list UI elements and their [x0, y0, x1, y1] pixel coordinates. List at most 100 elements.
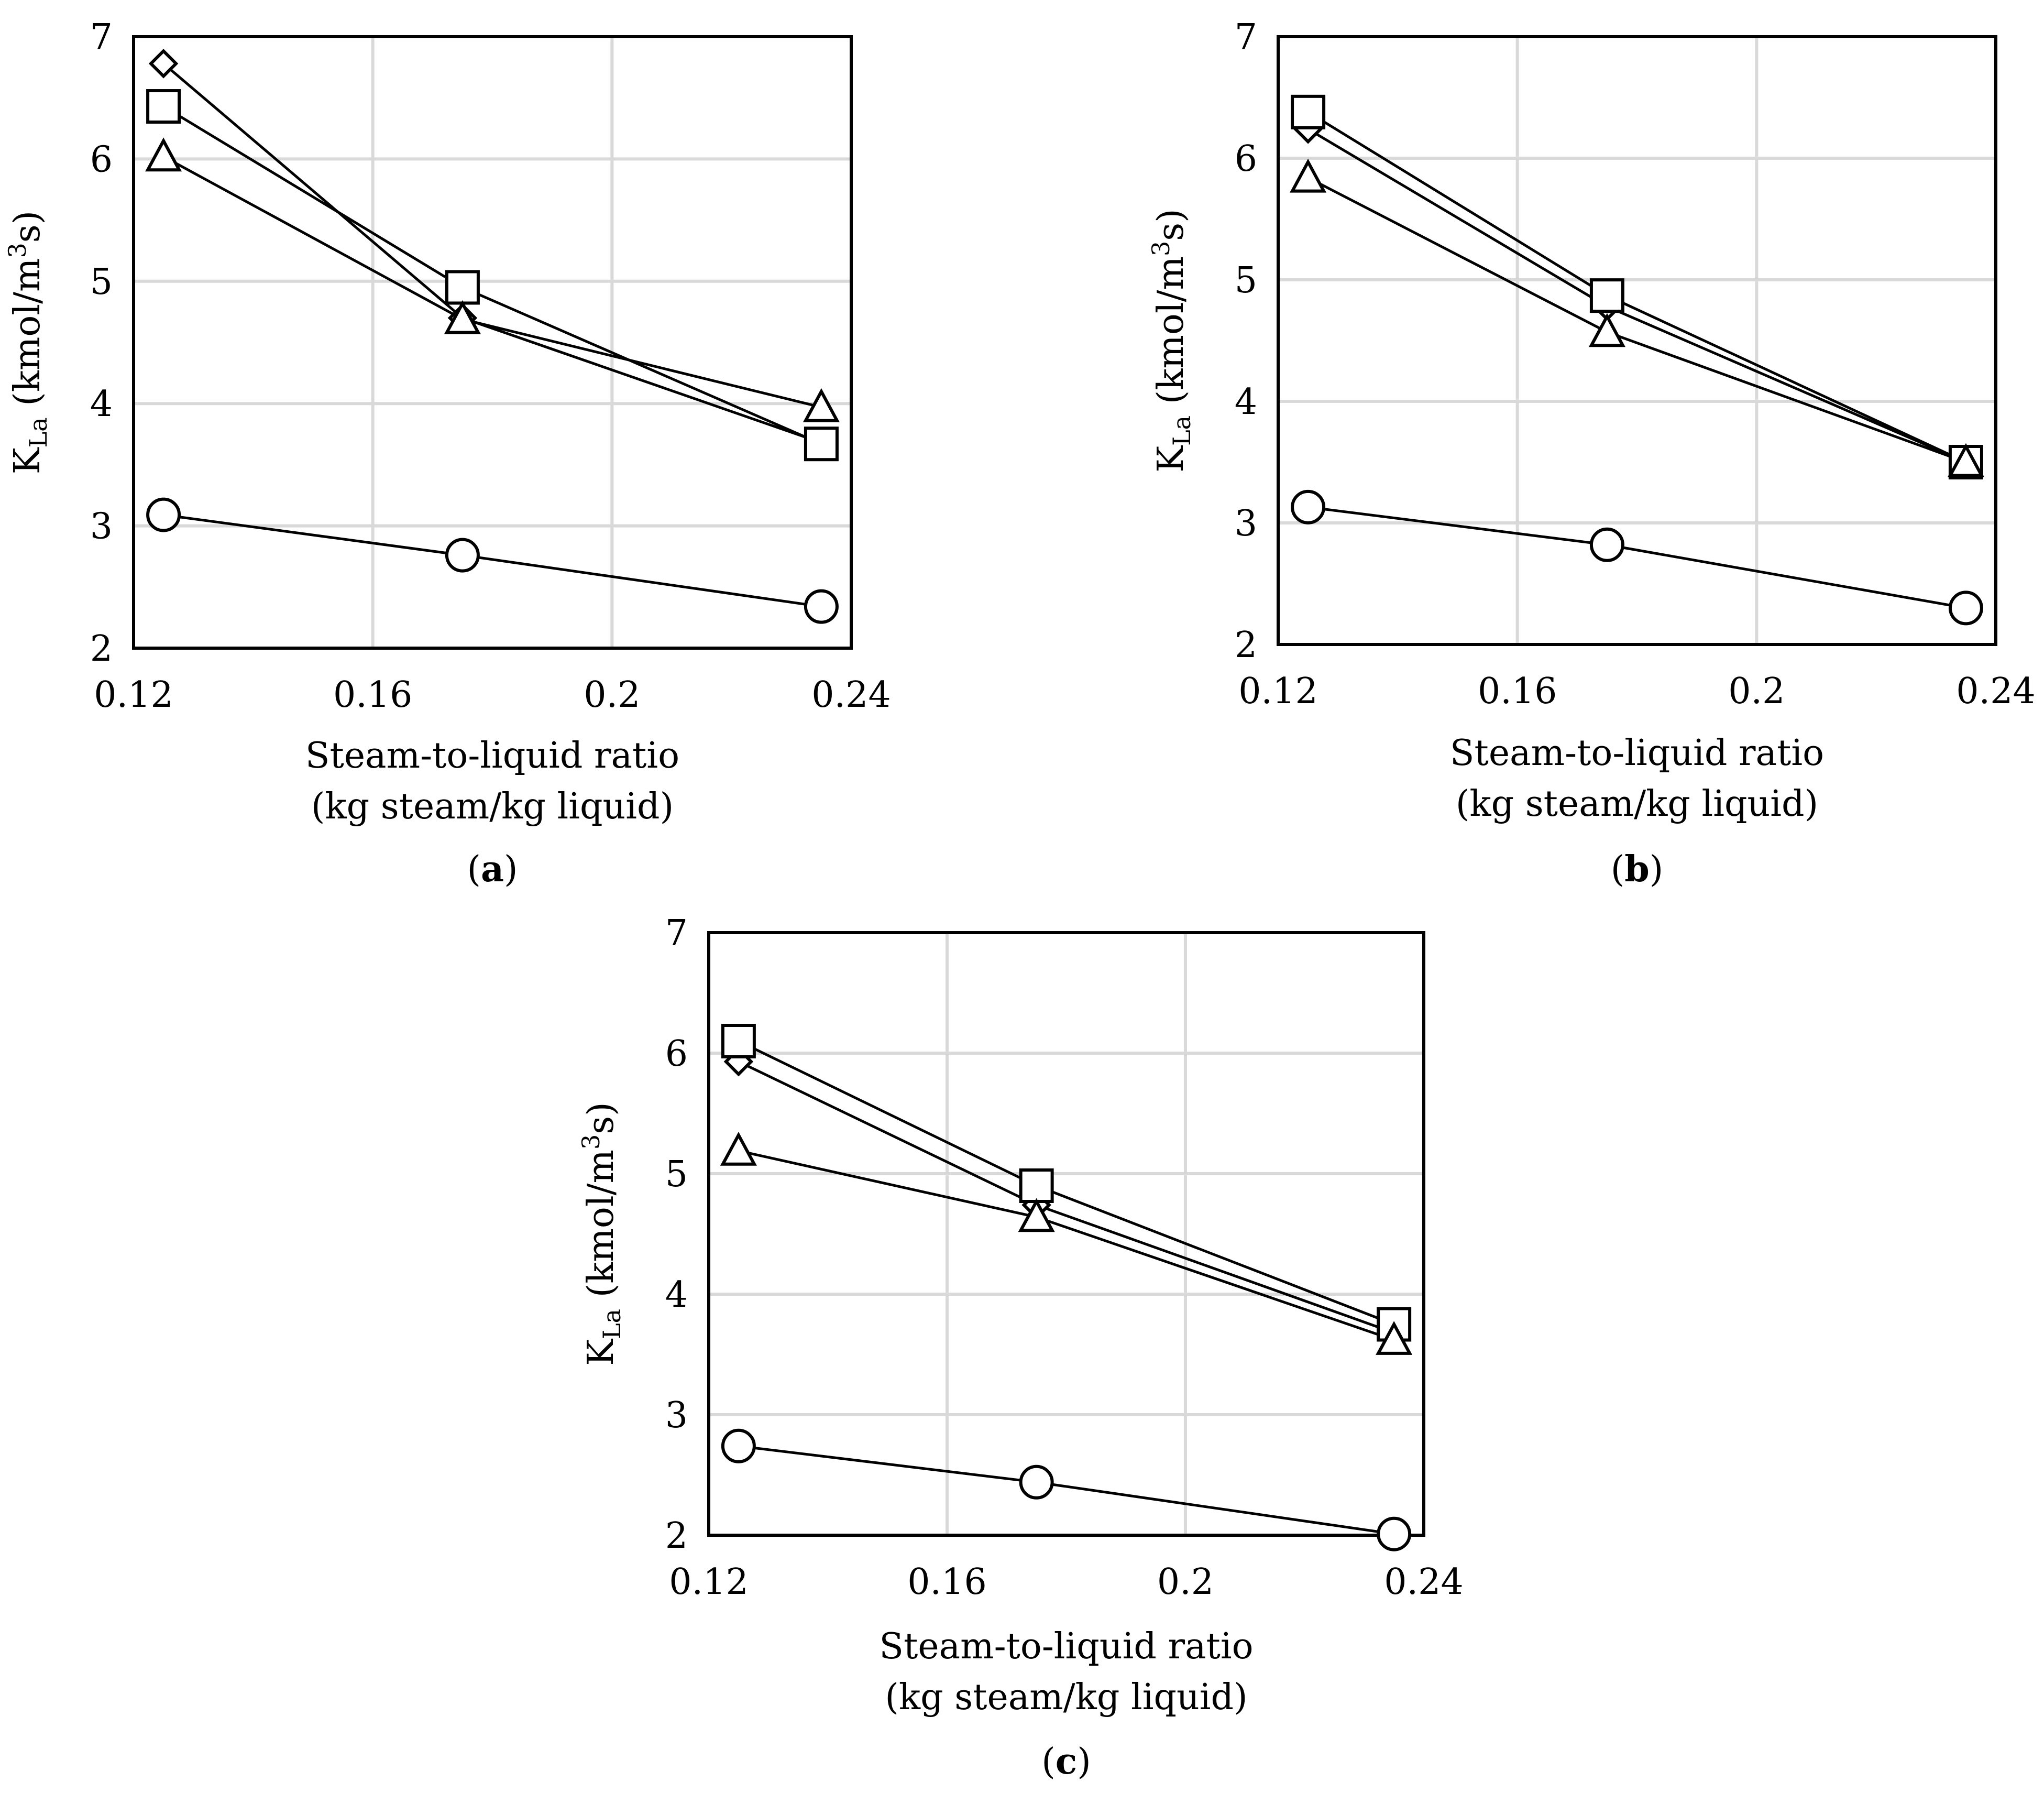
- x-axis-title-units: (kg steam/kg liquid): [1456, 783, 1818, 825]
- panel-label-paren: (: [467, 849, 481, 890]
- panel-label-letter: c: [1056, 1741, 1077, 1783]
- panel-label-letter: b: [1624, 848, 1650, 890]
- y-tick-label: 5: [665, 1154, 688, 1195]
- data-point-triangle: [1376, 1321, 1413, 1355]
- panel-c: 2 3 4 5 6 7 0.12 0.16 0.2 0.24 Steam-to-liquid rat…: [577, 913, 1464, 1783]
- y-tick-label: 4: [90, 384, 113, 425]
- x-tick-label: 0.24: [1384, 1561, 1463, 1603]
- x-tick-label: 0.24: [1956, 671, 2035, 712]
- x-tick-label: 0.16: [1478, 671, 1557, 712]
- data-point-triangle: [145, 137, 182, 172]
- x-axis-title-units: (kg steam/kg liquid): [311, 786, 674, 827]
- y-tick-label: 2: [1235, 625, 1257, 666]
- y-axis-title: KLa (kmol/m3s): [1147, 209, 1196, 472]
- y-axis-title-units: (kmol/m: [580, 1150, 622, 1309]
- y-axis-title-subscript: La: [598, 1309, 626, 1339]
- x-axis-title: Steam-to-liquid ratio: [1450, 732, 1824, 774]
- data-point-square: [804, 427, 839, 462]
- data-point-circle: [1948, 591, 1983, 626]
- data-point-triangle: [444, 300, 481, 334]
- x-axis-title-units: (kg steam/kg liquid): [885, 1677, 1247, 1718]
- y-axis-title: KLa (kmol/m3s): [3, 211, 52, 474]
- y-tick-label: 6: [90, 139, 113, 180]
- data-point-triangle: [720, 1131, 757, 1166]
- data-point-circle: [1377, 1516, 1412, 1551]
- panel-label-paren: ): [1077, 1741, 1091, 1783]
- data-point-square: [1589, 278, 1624, 313]
- y-axis-title-superscript: 3: [577, 1134, 605, 1150]
- data-point-circle: [445, 538, 480, 573]
- data-point-circle: [721, 1428, 756, 1463]
- panel-a: 2 3 4 5 6 7 0.12 0.16 0.2 0.24 Steam-to-liquid rat…: [3, 17, 891, 890]
- data-point-circle: [1589, 527, 1624, 562]
- x-tick-label: 0.2: [584, 674, 640, 716]
- x-axis-title: Steam-to-liquid ratio: [879, 1626, 1253, 1667]
- panel-label: (c): [1041, 1741, 1091, 1783]
- y-axis-title-units: (kmol/m: [7, 258, 48, 418]
- data-point-circle: [1291, 489, 1326, 524]
- data-point-triangle: [1018, 1198, 1055, 1232]
- x-tick-label: 0.12: [94, 674, 173, 716]
- panel-label-paren: (: [1611, 849, 1625, 890]
- series-line-triangle: [738, 1149, 1394, 1341]
- data-point-square: [146, 89, 181, 124]
- y-axis-title-subscript: La: [24, 417, 52, 447]
- y-axis-title-superscript: 3: [3, 243, 31, 258]
- data-point-square: [1291, 94, 1326, 129]
- x-tick-label: 0.2: [1728, 671, 1785, 712]
- series-line-diamond: [162, 62, 822, 444]
- y-tick-label: 7: [1235, 17, 1257, 58]
- y-tick-label: 5: [90, 261, 113, 303]
- data-point-square: [721, 1024, 756, 1058]
- y-tick-label: 6: [1235, 138, 1257, 180]
- series-line-square: [1307, 111, 1966, 464]
- y-tick-label: 3: [1235, 503, 1257, 544]
- data-point-square: [445, 270, 480, 305]
- y-tick-label: 5: [1235, 260, 1257, 301]
- panel-label: (b): [1611, 848, 1664, 890]
- y-tick-label: 3: [665, 1395, 688, 1436]
- data-point-circle: [804, 589, 839, 624]
- y-axis-title-symbol: K: [580, 1339, 622, 1366]
- y-axis-title-superscript: 3: [1147, 241, 1175, 256]
- panel-label: (a): [467, 848, 518, 890]
- data-point-triangle: [1290, 158, 1327, 193]
- series-line-square: [162, 105, 822, 445]
- y-tick-label: 2: [90, 628, 113, 670]
- plot-frame: [707, 931, 1425, 1537]
- data-point-triangle: [1947, 443, 1984, 477]
- data-point-diamond: [148, 49, 179, 79]
- panel-label-paren: (: [1041, 1741, 1056, 1783]
- series-line-circle: [163, 513, 822, 608]
- y-tick-label: 7: [665, 913, 688, 954]
- y-tick-label: 6: [665, 1033, 688, 1075]
- data-point-triangle: [1588, 313, 1625, 347]
- x-tick-label: 0.2: [1157, 1561, 1214, 1603]
- y-tick-label: 4: [1235, 381, 1257, 423]
- x-tick-label: 0.16: [907, 1561, 986, 1603]
- x-tick-label: 0.16: [333, 674, 412, 716]
- y-axis-title-units-end: s): [580, 1102, 622, 1134]
- series-line-square: [738, 1040, 1395, 1326]
- x-axis-title: Steam-to-liquid ratio: [305, 735, 679, 777]
- y-axis-title: KLa (kmol/m3s): [577, 1102, 626, 1365]
- series-line-circle: [738, 1445, 1394, 1536]
- data-point-circle: [146, 497, 181, 532]
- y-tick-label: 7: [90, 17, 113, 58]
- data-point-circle: [1019, 1464, 1054, 1500]
- series-line-diamond: [1307, 128, 1966, 464]
- y-axis-title-symbol: K: [7, 447, 48, 474]
- plot-frame: [132, 35, 853, 650]
- panel-label-paren: ): [504, 849, 518, 890]
- y-axis-title-units-end: s): [1150, 209, 1192, 240]
- x-tick-label: 0.12: [669, 1561, 748, 1603]
- panel-b: 2 3 4 5 6 7 0.12 0.16 0.2 0.24 Steam-to-liquid rat…: [1147, 17, 2036, 890]
- y-tick-label: 4: [665, 1274, 688, 1316]
- y-tick-label: 3: [90, 506, 113, 548]
- panel-label-paren: ): [1650, 849, 1664, 890]
- x-tick-label: 0.24: [811, 674, 891, 716]
- panel-label-letter: a: [481, 848, 504, 890]
- y-axis-title-units-end: s): [7, 211, 48, 243]
- plot-frame: [1277, 35, 1997, 646]
